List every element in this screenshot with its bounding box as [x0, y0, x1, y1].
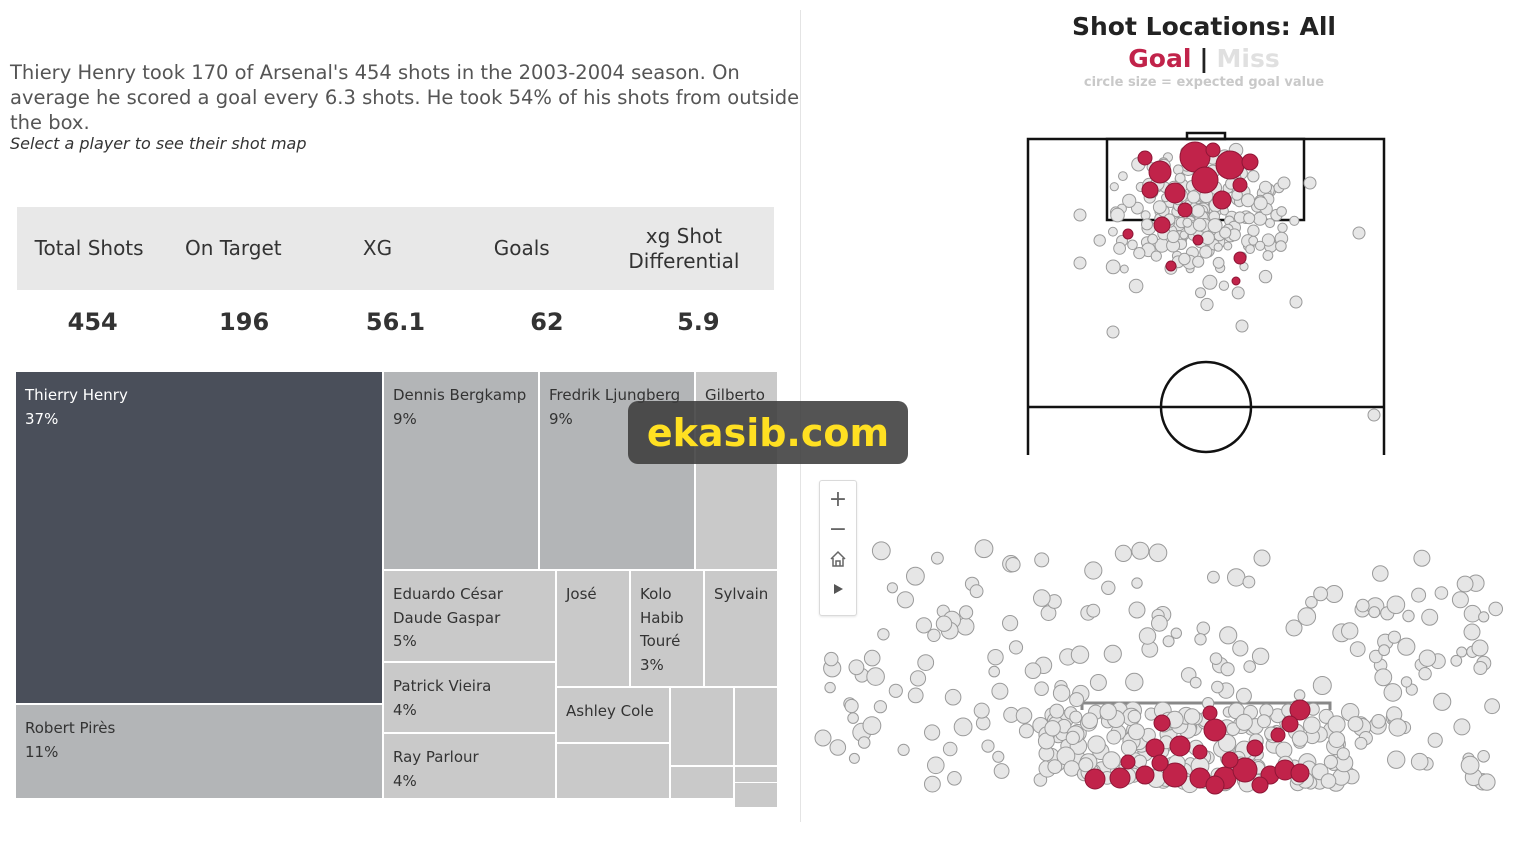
tile-pct: 5% — [393, 632, 417, 650]
play-button[interactable] — [820, 574, 856, 604]
play-icon — [834, 584, 843, 594]
tile-name: Ashley Cole — [566, 702, 654, 720]
shot-map-subtitle: circle size = expected goal value — [1083, 75, 1325, 90]
treemap-tile-small[interactable] — [734, 782, 778, 808]
kpi-header-total-shots: Total Shots — [34, 236, 144, 260]
home-button[interactable] — [820, 544, 856, 574]
map-zoom-toolbar: + − — [819, 480, 857, 616]
legend-separator: | — [1199, 44, 1209, 73]
treemap-tile-toure[interactable]: Kolo Habib Touré 3% — [630, 570, 704, 687]
tile-pct: 9% — [549, 409, 573, 428]
treemap-tile-cole[interactable]: Ashley Cole — [556, 687, 670, 743]
tile-name: Dennis Bergkamp — [393, 386, 527, 404]
treemap-tile-jose[interactable]: José — [556, 570, 630, 687]
kpi-value-on-target: 196 — [219, 308, 270, 336]
treemap-tile-bergkamp[interactable]: Dennis Bergkamp 9% — [383, 371, 539, 570]
treemap-tile-edu[interactable]: Eduardo César Daude Gaspar 5% — [383, 570, 556, 662]
shot-map-legend: Goal | Miss — [801, 44, 1536, 73]
treemap-tile-small[interactable] — [734, 687, 778, 766]
kpi-header-row: Total Shots On Target XG Goals xg Shot D… — [17, 207, 774, 290]
legend-goal[interactable]: Goal — [1128, 44, 1192, 73]
tile-name: José — [566, 585, 597, 603]
treemap-tile-parlour[interactable]: Ray Parlour 4% — [383, 733, 556, 799]
treemap-tile-pires[interactable]: Robert Pirès 11% — [15, 704, 383, 799]
tile-name: Patrick Vieira — [393, 677, 492, 695]
legend-miss[interactable]: Miss — [1216, 44, 1280, 73]
kpi-header-goals: Goals — [493, 236, 550, 260]
kpi-header-xg-diff: xg Shot Differential — [628, 223, 740, 273]
zoom-out-button[interactable]: − — [828, 516, 848, 542]
tile-name: Fredrik Ljungberg — [549, 386, 681, 404]
tile-name: Thierry Henry — [25, 386, 128, 404]
zoom-in-button[interactable]: + — [828, 486, 848, 512]
tile-pct: 9% — [393, 409, 417, 428]
treemap-tile-small[interactable] — [556, 743, 670, 799]
tile-name: Eduardo César Daude Gaspar — [393, 585, 503, 627]
treemap-tile-sylvain[interactable]: Sylvain — [704, 570, 778, 687]
kpi-value-xg: 56.1 — [365, 308, 426, 336]
tile-name: Sylvain — [714, 585, 769, 603]
kpi-value-xg-diff: 5.9 — [677, 308, 720, 336]
select-hint: Select a player to see their shot map — [10, 134, 307, 153]
tile-pct: 3% — [640, 655, 664, 674]
home-icon — [830, 550, 846, 567]
tile-name: Kolo Habib Touré — [640, 585, 684, 650]
tile-name: Robert Pirès — [25, 719, 116, 737]
treemap-tile-vieira[interactable]: Patrick Vieira 4% — [383, 662, 556, 733]
tile-name: Gilberto — [705, 386, 765, 404]
watermark: ekasib.com — [628, 401, 908, 464]
tile-pct: 4% — [393, 700, 417, 719]
treemap-tile-small[interactable] — [670, 766, 734, 799]
treemap-tile-small[interactable] — [670, 687, 734, 766]
shot-map-title: Shot Locations: All — [1072, 12, 1336, 41]
tile-pct: 11% — [25, 742, 59, 761]
kpi-header-on-target: On Target — [184, 236, 282, 260]
right-panel: Shot Locations: All Goal | Miss circle siz… — [801, 0, 1536, 864]
treemap-tile-henry[interactable]: Thierry Henry 37% — [15, 371, 383, 704]
tile-name: Ray Parlour — [393, 748, 479, 766]
kpi-value-goals: 62 — [530, 308, 564, 336]
kpi-header-xg: XG — [362, 236, 393, 260]
kpi-values-row: 454 196 56.1 62 5.9 — [17, 290, 774, 354]
intro-text: Thiery Henry took 170 of Arsenal's 454 s… — [10, 61, 800, 134]
tile-pct: 4% — [393, 771, 417, 790]
kpi-value-total-shots: 454 — [67, 308, 118, 336]
tile-pct: 37% — [25, 409, 59, 428]
